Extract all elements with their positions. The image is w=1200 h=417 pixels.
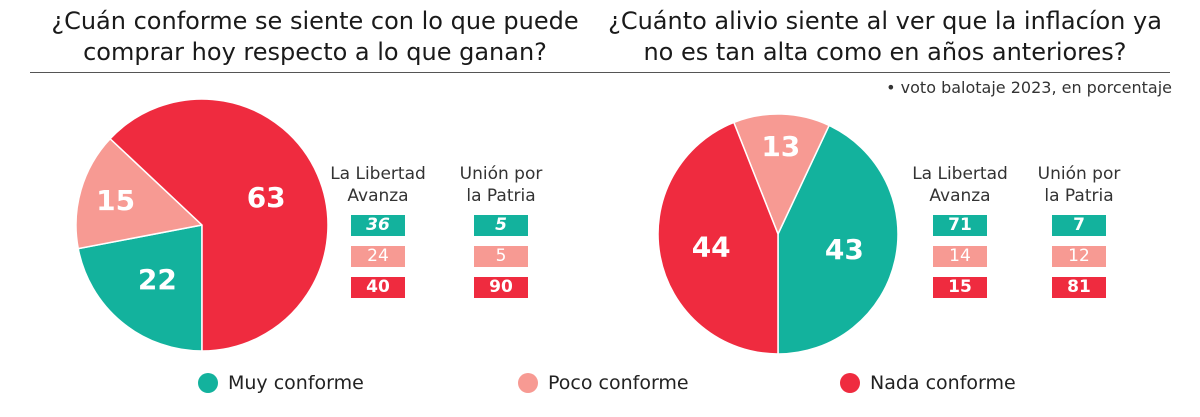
chart-1-title-line-1: ¿Cuán conforme se siente con lo que pued… <box>51 7 579 35</box>
chart-1-col-head-uxp-line-2: la Patria <box>466 186 536 206</box>
chart-2-col-head-lla: La Libertad Avanza <box>900 163 1020 207</box>
legend-label-muy: Muy conforme <box>228 372 364 394</box>
chart-2-title: ¿Cuánto alivio siente al ver que la infl… <box>605 6 1165 68</box>
chart-1-uxp-muy-value: 5 <box>474 215 528 236</box>
chart-2-lla-muy-value: 71 <box>933 215 987 236</box>
chart-2-label-poco: 13 <box>761 130 800 163</box>
chart-1-slice-poco <box>75 137 204 250</box>
chart-1-title-line-2: comprar hoy respecto a lo que ganan? <box>83 38 547 66</box>
legend-item-poco: Poco conforme <box>518 370 689 396</box>
chart-2-slice-poco <box>732 113 831 236</box>
legend-dot-nada <box>840 373 860 393</box>
legend-dot-poco <box>518 373 538 393</box>
chart-1-slice-muy <box>77 224 203 352</box>
chart-2-uxp-muy-value: 7 <box>1052 215 1106 236</box>
chart-1-lla-poco-value: 24 <box>351 246 405 267</box>
chart-1-col-head-lla: La Libertad Avanza <box>318 163 438 207</box>
chart-2-slice-nada <box>657 121 779 355</box>
source-note: • voto balotaje 2023, en porcentaje <box>886 78 1172 97</box>
chart-2-title-line-2: no es tan alta como en años anteriores? <box>643 38 1127 66</box>
chart-1-lla-nada-value: 40 <box>351 277 405 298</box>
chart-2-col-head-lla-line-2: Avanza <box>929 186 991 206</box>
chart-2-lla-poco-value: 14 <box>933 246 987 267</box>
legend-item-muy: Muy conforme <box>198 370 364 396</box>
chart-2-col-head-uxp-line-1: Unión por <box>1037 164 1121 184</box>
chart-1-label-muy: 22 <box>138 263 177 296</box>
chart-1-label-nada: 63 <box>247 181 286 214</box>
legend-item-nada: Nada conforme <box>840 370 1016 396</box>
legend-label-poco: Poco conforme <box>548 372 689 394</box>
chart-1-uxp-poco-value: 5 <box>474 246 528 267</box>
chart-1-col-head-uxp-line-1: Unión por <box>459 164 543 184</box>
legend-label-nada: Nada conforme <box>870 372 1016 394</box>
chart-1-col-head-lla-line-2: Avanza <box>347 186 409 206</box>
chart-2-uxp-poco-value: 12 <box>1052 246 1106 267</box>
chart-2-label-nada: 44 <box>692 231 731 264</box>
chart-2-slice-muy <box>777 124 899 355</box>
title-divider <box>30 72 1170 73</box>
chart-1-lla-muy-value: 36 <box>351 215 405 236</box>
chart-1-col-head-lla-line-1: La Libertad <box>330 164 426 184</box>
chart-2-lla-nada-value: 15 <box>933 277 987 298</box>
chart-2-col-head-uxp: Unión por la Patria <box>1019 163 1139 207</box>
chart-1-uxp-nada-value: 90 <box>474 277 528 298</box>
chart-1-label-poco: 15 <box>96 184 135 217</box>
chart-2-uxp-nada-value: 81 <box>1052 277 1106 298</box>
chart-1-title: ¿Cuán conforme se siente con lo que pued… <box>35 6 595 68</box>
chart-1-col-head-uxp: Unión por la Patria <box>441 163 561 207</box>
chart-2-col-head-lla-line-1: La Libertad <box>912 164 1008 184</box>
chart-2-label-muy: 43 <box>825 233 864 266</box>
legend-dot-muy <box>198 373 218 393</box>
chart-1-slice-nada <box>109 98 329 352</box>
chart-2-col-head-uxp-line-2: la Patria <box>1044 186 1114 206</box>
chart-2-title-line-1: ¿Cuánto alivio siente al ver que la infl… <box>608 7 1162 35</box>
